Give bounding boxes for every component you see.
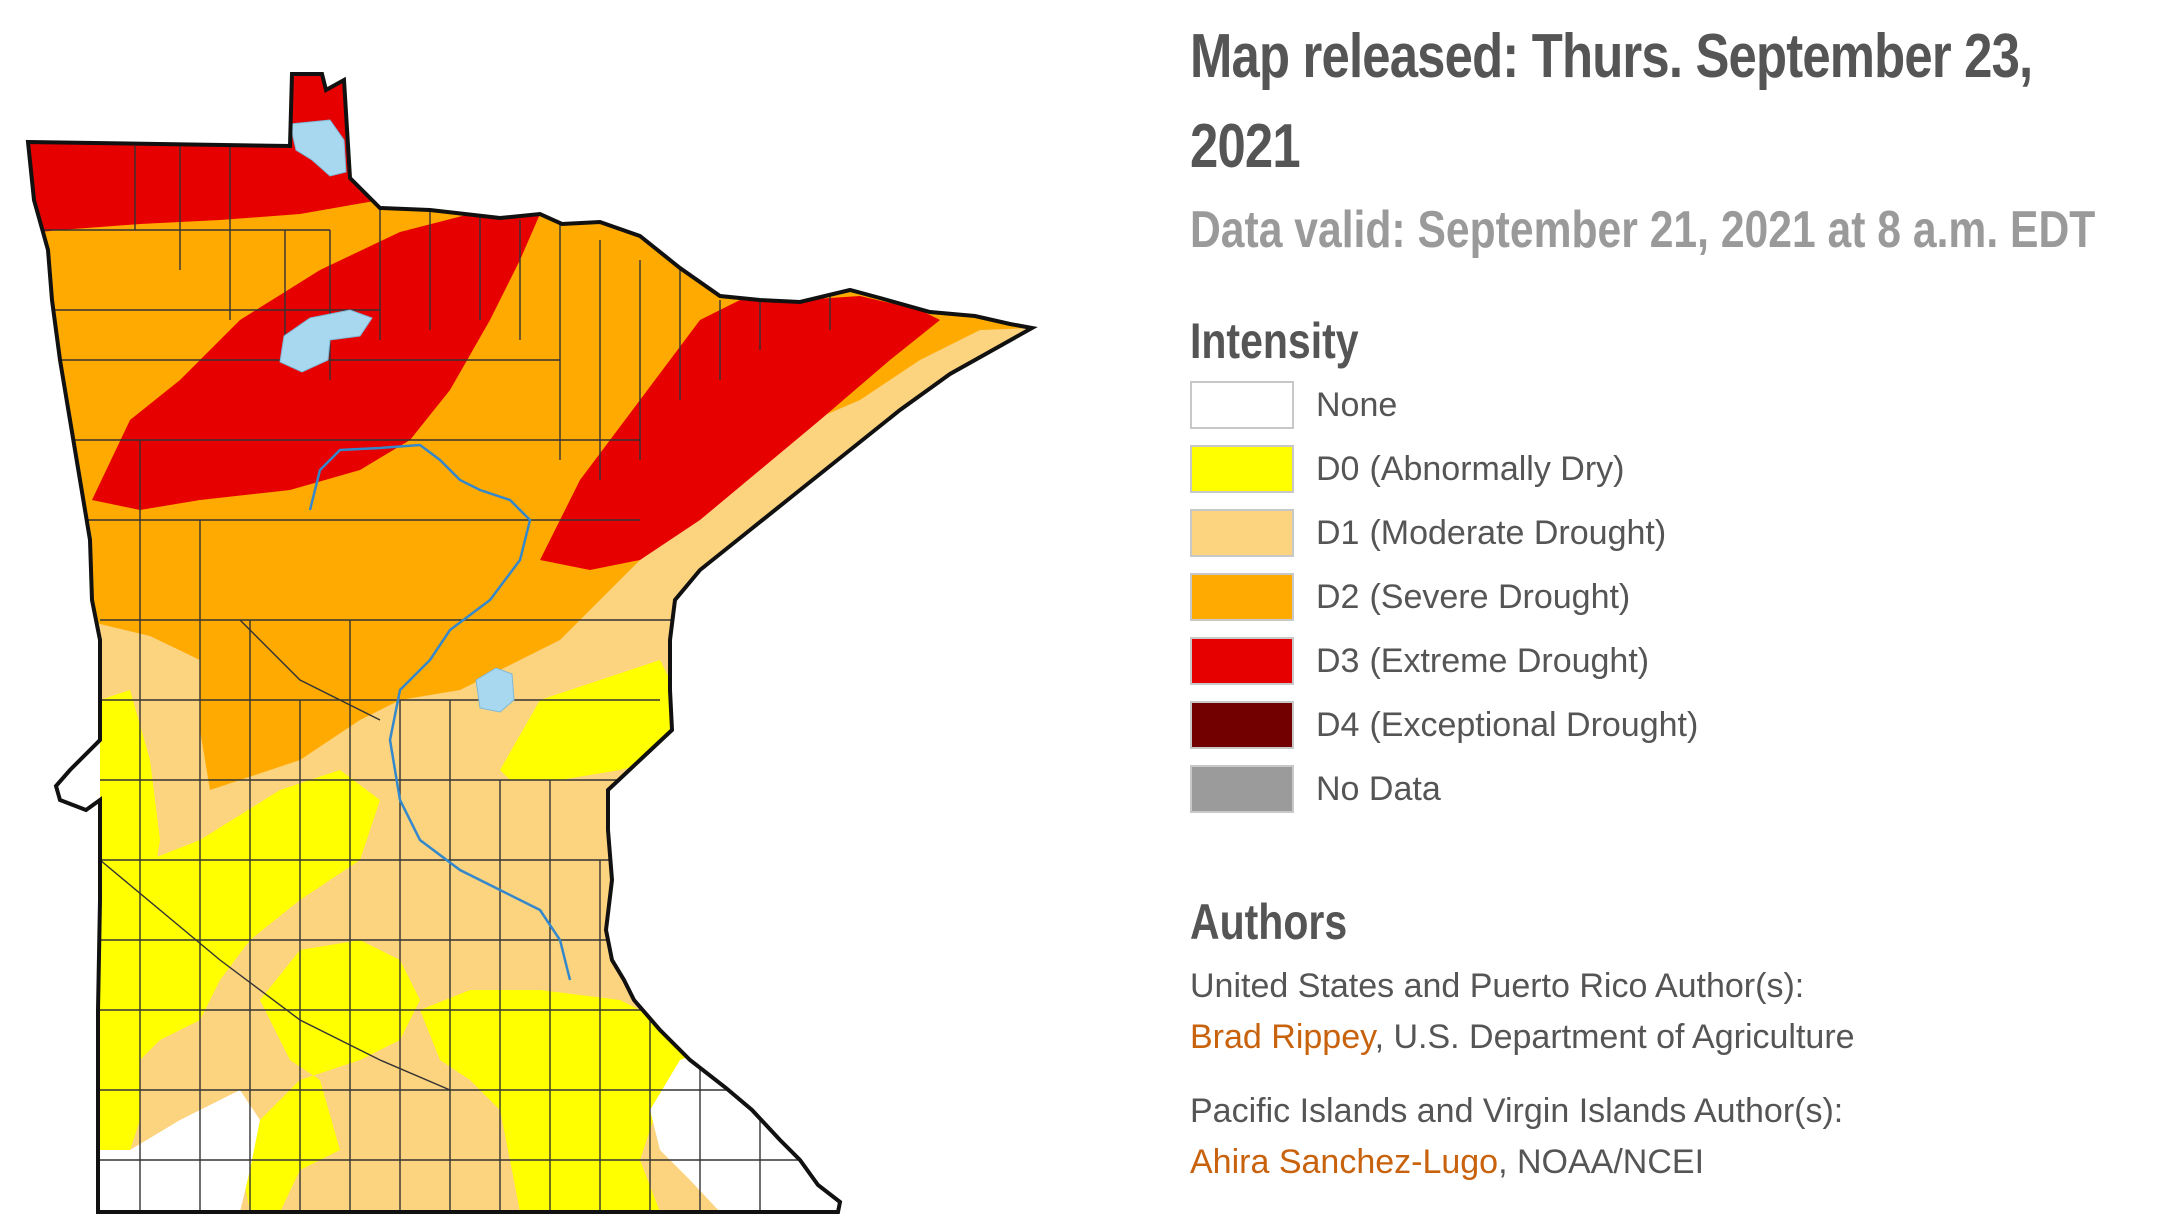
pacific-author-link[interactable]: Ahira Sanchez-Lugo (1190, 1143, 1499, 1181)
legend-code: D3 (1316, 641, 1360, 680)
zone-none-southeast (650, 1040, 840, 1212)
us-author-org: , U.S. Department of Agriculture (1374, 1018, 1855, 1056)
county-lines (28, 146, 831, 1212)
mille-lacs-lake (475, 667, 515, 713)
legend-label: No Data (1316, 770, 1441, 809)
legend-item: D3 (Extreme Drought) (1190, 636, 1649, 686)
lake-of-the-woods (289, 119, 347, 177)
legend-item: D1 (Moderate Drought) (1190, 508, 1666, 558)
legend-swatch (1190, 509, 1294, 557)
legend-swatch (1190, 381, 1294, 429)
legend-desc: (Severe Drought) (1369, 577, 1631, 616)
legend-desc: (Abnormally Dry) (1369, 449, 1625, 488)
legend-label: D1 (Moderate Drought) (1316, 514, 1666, 553)
lakes (279, 119, 515, 713)
legend-swatch (1190, 701, 1294, 749)
info-panel: Map released: Thurs. September 23, 2021 … (1190, 0, 2130, 1218)
legend-code: D0 (1316, 449, 1360, 488)
authors-heading: Authors (1190, 894, 1348, 950)
legend-code: None (1316, 385, 1398, 424)
legend-swatch (1190, 765, 1294, 813)
legend-label: D4 (Exceptional Drought) (1316, 706, 1698, 745)
pacific-author-line: Ahira Sanchez-Lugo, NOAA/NCEI (1190, 1143, 1704, 1182)
drought-map (26, 72, 1034, 1214)
legend-code: D2 (1316, 577, 1360, 616)
us-authors-label: United States and Puerto Rico Author(s): (1190, 967, 1805, 1005)
release-title: Map released: Thurs. September 23, 2021 (1190, 12, 2160, 192)
legend-code: D4 (1316, 705, 1360, 744)
zone-d0-central-east (500, 660, 680, 780)
us-author-line: Brad Rippey, U.S. Department of Agricult… (1190, 1018, 1855, 1057)
release-title-line1: Map released: Thurs. September 23, (1190, 22, 2033, 91)
legend-label: D0 (Abnormally Dry) (1316, 450, 1625, 489)
legend-desc: (Extreme Drought) (1369, 641, 1650, 680)
legend-code: D1 (1316, 513, 1360, 552)
legend-desc: (Moderate Drought) (1369, 513, 1667, 552)
pacific-authors-label: Pacific Islands and Virgin Islands Autho… (1190, 1092, 1844, 1130)
legend-swatch (1190, 573, 1294, 621)
legend-label: D3 (Extreme Drought) (1316, 642, 1649, 681)
release-title-line2: 2021 (1190, 112, 1301, 181)
legend-item: D2 (Severe Drought) (1190, 572, 1630, 622)
rivers (308, 443, 572, 981)
legend-item: No Data (1190, 764, 1441, 814)
zone-d0-southwest (98, 770, 380, 1150)
zone-d0-southeast (420, 990, 700, 1212)
intensity-heading: Intensity (1190, 313, 1359, 369)
legend-desc: (Exceptional Drought) (1369, 705, 1699, 744)
data-valid-text: Data valid: September 21, 2021 at 8 a.m.… (1190, 201, 2096, 259)
legend-item: D4 (Exceptional Drought) (1190, 700, 1698, 750)
legend-swatch (1190, 637, 1294, 685)
zone-d3-north (28, 74, 400, 236)
legend-item: D0 (Abnormally Dry) (1190, 444, 1625, 494)
zone-d3-arrowhead (540, 296, 940, 570)
legend-label: D2 (Severe Drought) (1316, 578, 1630, 617)
pacific-author-org: , NOAA/NCEI (1498, 1143, 1705, 1181)
red-lake (279, 309, 373, 373)
zone-none-southwest (98, 1090, 260, 1212)
us-author-link[interactable]: Brad Rippey (1190, 1018, 1375, 1056)
legend-code: No Data (1316, 769, 1441, 808)
legend-label: None (1316, 386, 1397, 425)
legend-item: None (1190, 380, 1397, 430)
legend-swatch (1190, 445, 1294, 493)
